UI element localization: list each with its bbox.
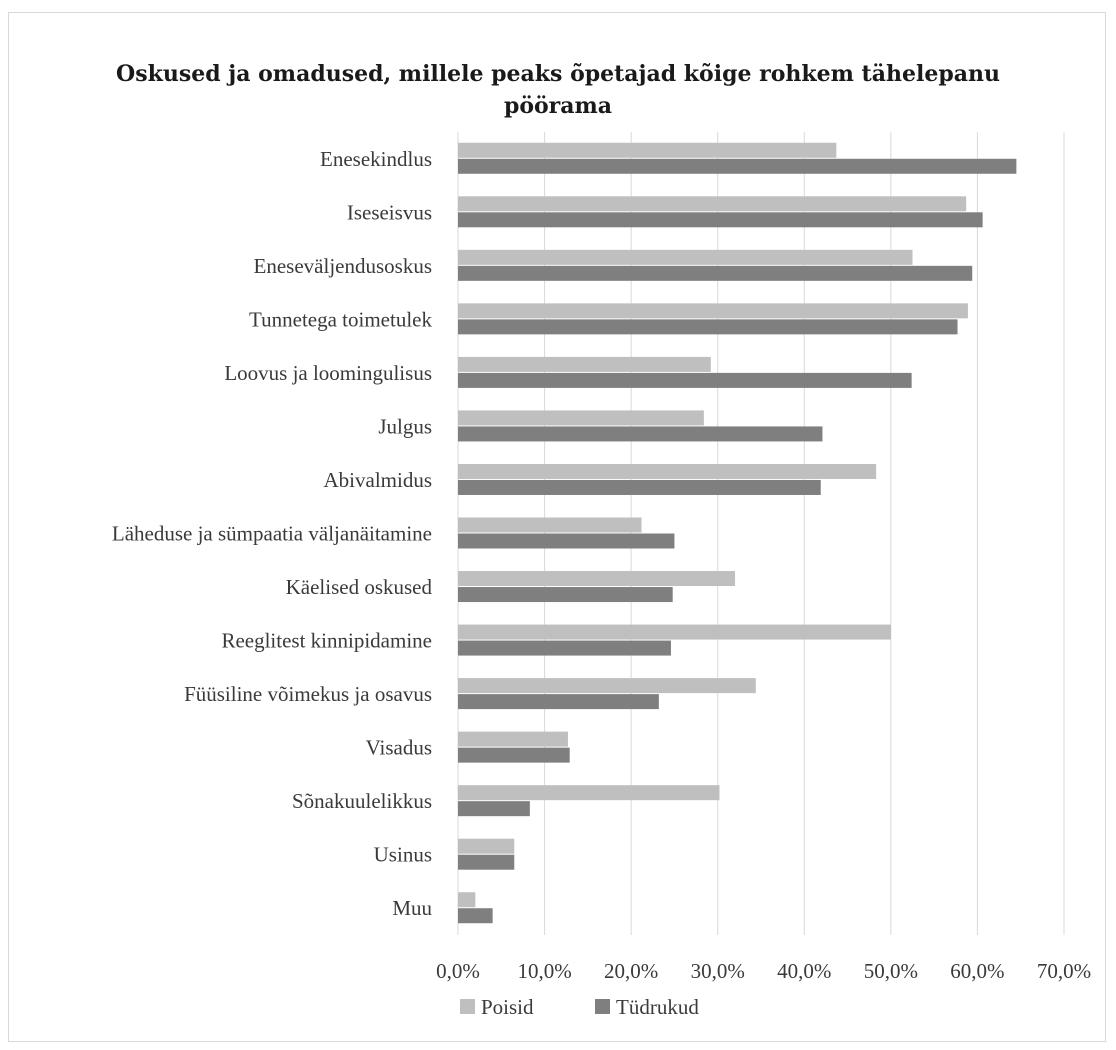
chart-title-line-2: pöörama [503,93,613,119]
bar-poisid [458,571,736,587]
bar-poisid [458,196,967,212]
legend-label: Poisid [481,995,534,1019]
chart-title-line-1: Oskused ja omadused, millele peaks õpeta… [116,61,1000,87]
bar-poisid [458,678,756,694]
category-label: Füüsiline võimekus ja osavus [184,682,432,706]
x-tick-label: 60,0% [950,959,1004,983]
bar-tudrukud [458,533,675,549]
bar-tudrukud [458,640,671,656]
bar-tudrukud [458,479,821,495]
legend-label: Tüdrukud [616,995,699,1019]
category-label: Iseseisvus [347,200,432,224]
bar-tudrukud [458,372,912,388]
bar-poisid [458,838,515,854]
category-label: Sõnakuulelikkus [292,789,432,813]
bar-tudrukud [458,212,983,228]
bar-tudrukud [458,694,659,710]
chart-title: Oskused ja omadused, millele peaks õpeta… [40,58,1076,122]
category-label: Visadus [366,736,432,760]
bar-poisid [458,303,968,319]
bar-poisid [458,463,877,479]
x-tick-label: 30,0% [691,959,745,983]
bar-poisid [458,410,704,426]
x-tick-label: 0,0% [436,959,480,983]
bar-tudrukud [458,426,823,442]
category-label: Tunnetega toimetulek [249,307,432,331]
category-label: Läheduse ja sümpaatia väljanäitamine [112,522,432,546]
bar-tudrukud [458,265,973,281]
bar-tudrukud [458,854,515,870]
legend-swatch [595,999,610,1014]
category-label: Usinus [374,843,432,867]
category-label: Eneseväljendusoskus [254,254,432,278]
x-tick-label: 50,0% [864,959,918,983]
category-label: Käelised oskused [286,575,433,599]
bar-poisid [458,517,642,533]
bar-tudrukud [458,158,1017,174]
bar-poisid [458,356,711,372]
category-label: Enesekindlus [320,147,432,171]
legend-swatch [460,999,475,1014]
bar-poisid [458,142,837,158]
category-label: Loovus ja loomingulisus [224,361,432,385]
x-tick-label: 70,0% [1037,959,1091,983]
bar-poisid [458,249,913,265]
bar-poisid [458,624,891,640]
bar-tudrukud [458,319,958,335]
bar-poisid [458,785,720,801]
bar-tudrukud [458,747,570,763]
bar-tudrukud [458,908,493,924]
bar-poisid [458,731,568,747]
bar-tudrukud [458,587,673,603]
category-label: Muu [392,896,432,920]
category-label: Abivalmidus [324,468,433,492]
x-tick-label: 40,0% [777,959,831,983]
bar-poisid [458,892,476,908]
category-label: Julgus [378,414,432,438]
x-tick-label: 20,0% [604,959,658,983]
x-tick-label: 10,0% [517,959,571,983]
category-label: Reeglitest kinnipidamine [221,629,432,653]
bar-tudrukud [458,801,530,817]
